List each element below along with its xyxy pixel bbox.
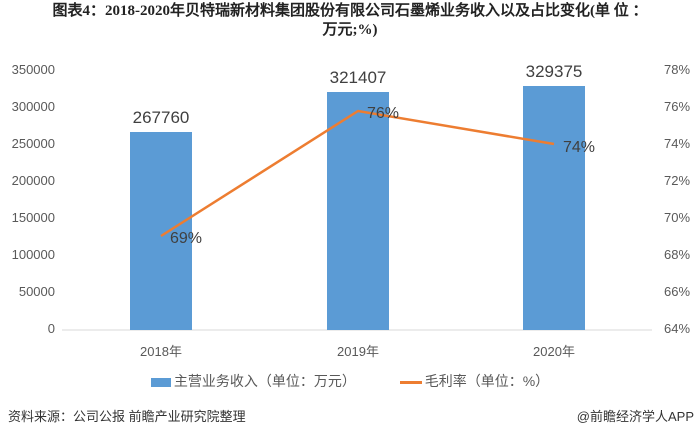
line-label-2019: 76% [367,105,399,122]
bar-2020 [523,86,585,330]
bar-swatch-icon [150,377,171,387]
legend-label: 毛利率（单位：%） [424,373,550,389]
legend-item-margin: 毛利率（单位：%） [399,371,550,391]
left-axis-tick: 100000 [11,247,55,262]
line-label-2018: 69% [170,230,202,247]
bar-2018 [130,132,192,330]
right-axis-tick: 74% [664,136,691,151]
x-axis-tick: 2019年 [337,344,379,359]
right-axis-tick: 72% [664,173,691,188]
legend-item-revenue: 主营业务收入（单位：万元） [150,371,356,391]
right-axis-tick: 68% [664,247,691,262]
left-axis-tick: 200000 [11,173,55,188]
chart-title-line2: 万元;%) [322,22,378,38]
chart-title-line1: 图表4：2018-2020年贝特瑞新材料集团股份有限公司石墨烯业务收入以及占比变… [52,3,648,19]
margin-line [160,109,555,238]
right-axis-tick: 78% [664,62,691,77]
left-axis-tick: 250000 [11,136,55,151]
left-axis-tick: 300000 [11,99,55,114]
left-axis-tick: 50000 [18,284,55,299]
x-axis-tick: 2020年 [533,344,575,359]
x-axis-tick: 2018年 [140,344,182,359]
source-note: 资料来源：公司公报 前瞻产业研究院整理 [8,409,246,424]
left-axis-tick: 350000 [11,62,55,77]
left-axis-tick: 150000 [11,210,55,225]
right-axis-tick: 64% [664,321,691,336]
chart-title: 图表4：2018-2020年贝特瑞新材料集团股份有限公司石墨烯业务收入以及占比变… [0,2,700,40]
bar-label-2019: 321407 [330,68,387,87]
left-axis-tick: 0 [47,321,55,336]
right-axis-tick: 76% [664,99,691,114]
bar-label-2020: 329375 [526,62,583,81]
right-axis-tick: 70% [664,210,691,225]
line-swatch-icon [399,380,422,384]
legend-label: 主营业务收入（单位：万元） [173,373,356,389]
bar-label-2018: 267760 [133,108,190,127]
bar-2019 [327,92,389,330]
brand-credit: @前瞻经济学人APP [576,409,694,424]
legend: 主营业务收入（单位：万元） 毛利率（单位：%） [0,371,700,391]
right-axis-tick: 66% [664,284,691,299]
line-label-2020: 74% [563,139,595,156]
